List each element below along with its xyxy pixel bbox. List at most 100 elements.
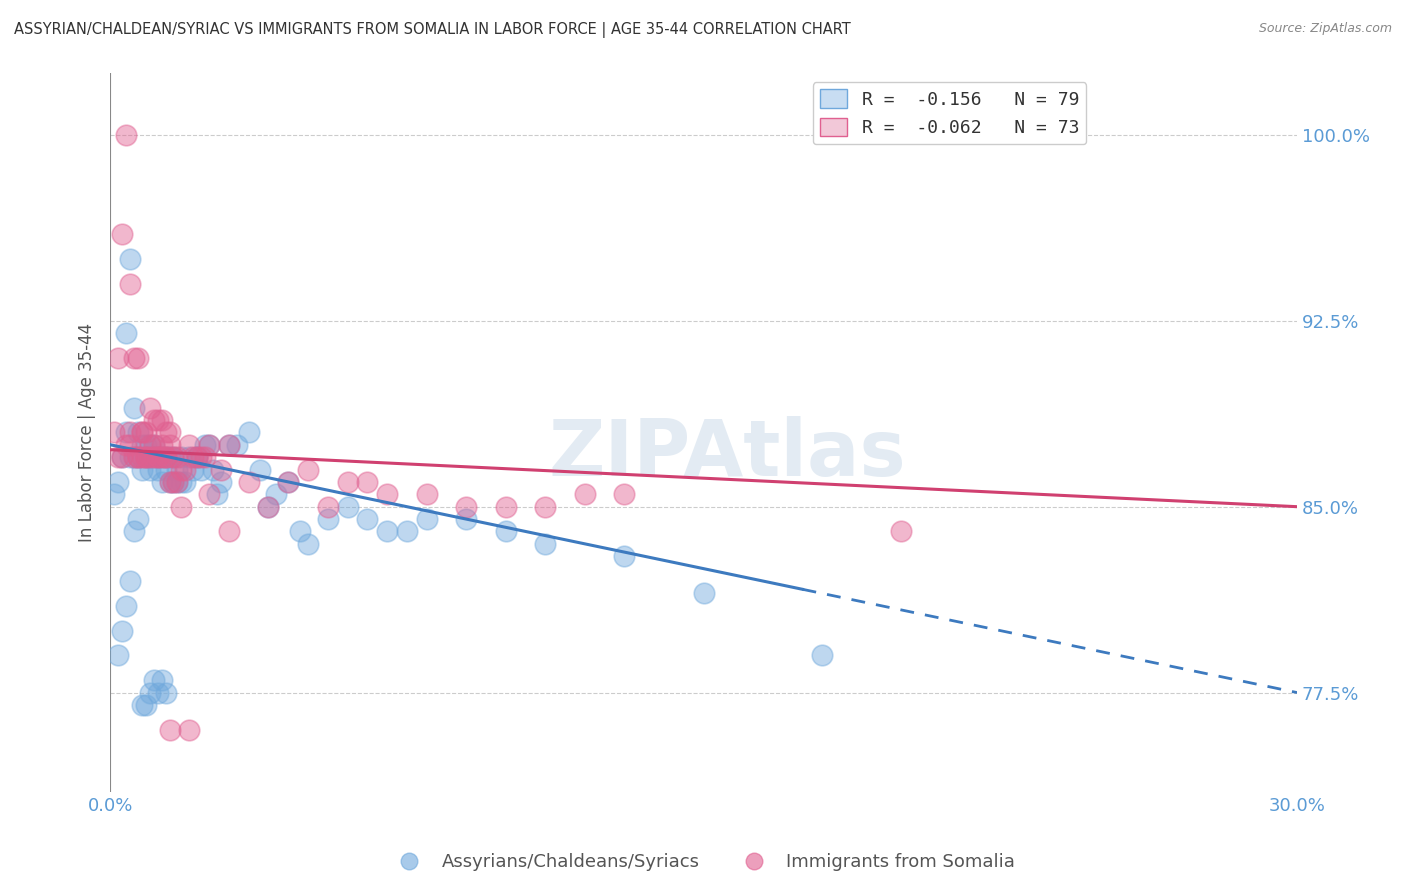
Point	[692, 586, 714, 600]
Point	[159, 425, 181, 440]
Point	[146, 462, 169, 476]
Point	[170, 500, 193, 514]
Point	[181, 462, 204, 476]
Point	[115, 326, 138, 341]
Point	[107, 351, 129, 365]
Point	[127, 512, 149, 526]
Point	[146, 685, 169, 699]
Point	[198, 487, 221, 501]
Point	[613, 549, 636, 564]
Point	[122, 450, 145, 464]
Point	[111, 624, 134, 638]
Point	[138, 438, 160, 452]
Point	[415, 512, 437, 526]
Point	[142, 438, 165, 452]
Y-axis label: In Labor Force | Age 35-44: In Labor Force | Age 35-44	[79, 323, 96, 542]
Point	[159, 723, 181, 737]
Point	[202, 462, 225, 476]
Point	[142, 438, 165, 452]
Point	[170, 462, 193, 476]
Point	[138, 401, 160, 415]
Point	[138, 462, 160, 476]
Point	[613, 487, 636, 501]
Point	[209, 475, 232, 489]
Point	[118, 252, 141, 266]
Point	[225, 438, 247, 452]
Point	[111, 450, 134, 464]
Point	[316, 500, 339, 514]
Point	[166, 475, 188, 489]
Legend: Assyrians/Chaldeans/Syriacs, Immigrants from Somalia: Assyrians/Chaldeans/Syriacs, Immigrants …	[384, 847, 1022, 879]
Point	[107, 648, 129, 663]
Text: ASSYRIAN/CHALDEAN/SYRIAC VS IMMIGRANTS FROM SOMALIA IN LABOR FORCE | AGE 35-44 C: ASSYRIAN/CHALDEAN/SYRIAC VS IMMIGRANTS F…	[14, 22, 851, 38]
Legend: R =  -0.156   N = 79, R =  -0.062   N = 73: R = -0.156 N = 79, R = -0.062 N = 73	[813, 82, 1087, 145]
Point	[238, 425, 260, 440]
Point	[111, 227, 134, 241]
Point	[115, 425, 138, 440]
Point	[155, 425, 177, 440]
Point	[574, 487, 596, 501]
Point	[890, 524, 912, 539]
Point	[131, 425, 153, 440]
Point	[118, 277, 141, 291]
Point	[162, 450, 184, 464]
Point	[186, 450, 208, 464]
Point	[277, 475, 299, 489]
Point	[146, 450, 169, 464]
Point	[142, 450, 165, 464]
Point	[181, 450, 204, 464]
Point	[218, 524, 240, 539]
Point	[356, 512, 378, 526]
Point	[122, 450, 145, 464]
Point	[495, 524, 517, 539]
Point	[179, 438, 201, 452]
Point	[131, 462, 153, 476]
Point	[162, 475, 184, 489]
Point	[218, 438, 240, 452]
Point	[534, 500, 557, 514]
Point	[131, 450, 153, 464]
Point	[336, 500, 359, 514]
Point	[155, 685, 177, 699]
Point	[179, 450, 201, 464]
Point	[131, 425, 153, 440]
Point	[122, 351, 145, 365]
Point	[115, 128, 138, 142]
Point	[142, 450, 165, 464]
Point	[127, 450, 149, 464]
Point	[257, 500, 280, 514]
Point	[138, 685, 160, 699]
Point	[122, 524, 145, 539]
Point	[127, 351, 149, 365]
Point	[135, 698, 157, 712]
Point	[205, 487, 228, 501]
Point	[166, 475, 188, 489]
Point	[174, 475, 197, 489]
Point	[118, 425, 141, 440]
Point	[122, 401, 145, 415]
Point	[131, 698, 153, 712]
Point	[170, 475, 193, 489]
Text: Source: ZipAtlas.com: Source: ZipAtlas.com	[1258, 22, 1392, 36]
Point	[127, 425, 149, 440]
Point	[375, 487, 398, 501]
Point	[135, 450, 157, 464]
Point	[288, 524, 311, 539]
Point	[150, 438, 173, 452]
Point	[316, 512, 339, 526]
Point	[395, 524, 418, 539]
Point	[150, 475, 173, 489]
Point	[198, 438, 221, 452]
Point	[138, 450, 160, 464]
Point	[190, 462, 212, 476]
Point	[150, 450, 173, 464]
Point	[111, 450, 134, 464]
Point	[146, 450, 169, 464]
Point	[135, 425, 157, 440]
Point	[142, 413, 165, 427]
Point	[238, 475, 260, 489]
Point	[150, 673, 173, 688]
Point	[162, 450, 184, 464]
Point	[155, 462, 177, 476]
Point	[209, 462, 232, 476]
